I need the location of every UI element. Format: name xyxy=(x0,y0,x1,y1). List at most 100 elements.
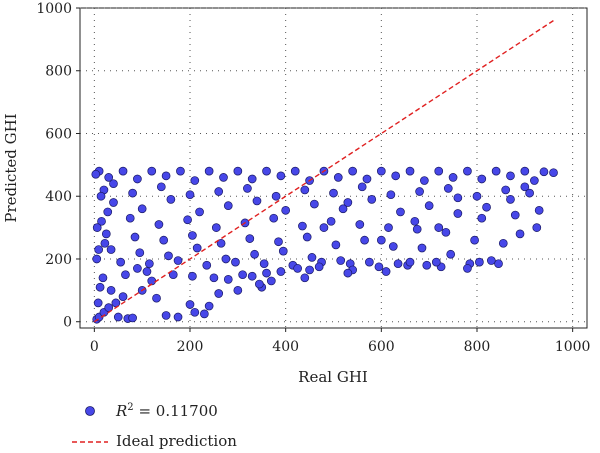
data-point xyxy=(498,238,508,248)
data-point xyxy=(147,166,157,176)
data-point xyxy=(125,213,135,223)
x-tick-label: 400 xyxy=(272,339,299,355)
data-point xyxy=(204,166,214,176)
data-point xyxy=(250,249,259,259)
data-point xyxy=(463,264,472,273)
data-point xyxy=(384,223,393,232)
data-point xyxy=(470,235,479,245)
data-point xyxy=(453,209,463,218)
data-point xyxy=(300,273,310,283)
data-point xyxy=(381,267,391,276)
data-point xyxy=(276,267,286,276)
data-point xyxy=(233,286,243,295)
data-point xyxy=(417,243,427,253)
data-point xyxy=(393,259,403,269)
data-point xyxy=(424,201,434,210)
data-point xyxy=(202,260,212,270)
data-point xyxy=(362,174,372,184)
data-point xyxy=(262,268,271,278)
data-point xyxy=(168,270,178,280)
data-point xyxy=(243,184,252,193)
data-point xyxy=(190,176,200,185)
data-point xyxy=(472,191,482,201)
data-point xyxy=(448,173,458,182)
legend-r2-value: = 0.11700 xyxy=(134,402,218,420)
data-point xyxy=(477,213,487,223)
data-point xyxy=(396,207,405,217)
data-point xyxy=(93,298,103,308)
data-point xyxy=(506,195,515,204)
legend-label-ideal: Ideal prediction xyxy=(116,432,237,450)
data-point xyxy=(338,204,348,214)
legend: R2 = 0.11700 Ideal prediction xyxy=(72,402,237,450)
data-point xyxy=(434,166,444,176)
data-point xyxy=(520,166,530,176)
data-point xyxy=(501,185,511,195)
data-point xyxy=(443,184,453,193)
data-point xyxy=(173,256,183,265)
data-point xyxy=(156,182,166,192)
data-point xyxy=(305,265,314,275)
data-point xyxy=(103,207,113,217)
data-point xyxy=(271,191,281,201)
data-point xyxy=(223,201,233,210)
data-point xyxy=(252,196,262,206)
data-point xyxy=(161,311,171,320)
data-point xyxy=(231,257,240,267)
data-point xyxy=(405,166,415,176)
data-point xyxy=(515,229,525,239)
y-tick-label: 400 xyxy=(45,189,72,205)
x-tick-label: 800 xyxy=(464,339,491,355)
data-point xyxy=(214,289,224,298)
ideal-prediction-line xyxy=(93,19,554,323)
data-point xyxy=(214,187,224,196)
data-point xyxy=(188,271,197,281)
data-point xyxy=(106,245,116,254)
data-point xyxy=(415,187,424,196)
data-point xyxy=(128,188,137,198)
data-point xyxy=(486,256,496,265)
data-point xyxy=(494,259,503,269)
data-point xyxy=(135,248,145,258)
data-point xyxy=(133,174,142,184)
y-axis-title: Predicted GHI xyxy=(2,113,20,222)
data-point xyxy=(173,312,183,322)
data-point xyxy=(164,251,173,261)
data-point xyxy=(166,195,176,204)
data-point xyxy=(113,312,123,322)
data-point xyxy=(278,246,288,256)
data-point xyxy=(343,268,353,278)
y-tick-label: 800 xyxy=(45,64,72,80)
data-point xyxy=(274,237,283,247)
data-point xyxy=(92,223,102,232)
data-point xyxy=(482,202,491,212)
data-point xyxy=(111,298,121,308)
y-axis-ticks: 0 200 400 600 800 1000 xyxy=(36,1,80,331)
data-point xyxy=(333,173,343,182)
data-point xyxy=(405,257,415,267)
x-tick-label: 1000 xyxy=(555,339,591,355)
data-point xyxy=(97,216,106,226)
data-point xyxy=(245,234,255,243)
data-point xyxy=(101,229,111,239)
x-axis-title: Real GHI xyxy=(298,368,368,386)
data-point xyxy=(441,227,451,237)
data-point xyxy=(319,223,329,232)
data-point xyxy=(290,166,300,176)
data-point xyxy=(104,173,114,182)
data-point xyxy=(262,166,271,176)
data-point xyxy=(91,169,101,179)
data-point xyxy=(116,257,126,267)
data-point xyxy=(326,216,336,226)
data-point xyxy=(259,259,269,269)
data-point xyxy=(446,249,456,259)
data-point xyxy=(92,254,102,264)
data-point xyxy=(95,282,105,292)
data-point xyxy=(121,270,130,280)
data-point xyxy=(109,198,118,207)
x-tick-label: 200 xyxy=(177,339,204,355)
y-tick-label: 0 xyxy=(63,315,72,331)
data-point xyxy=(422,260,432,270)
data-point xyxy=(293,264,302,273)
data-point xyxy=(302,232,312,242)
